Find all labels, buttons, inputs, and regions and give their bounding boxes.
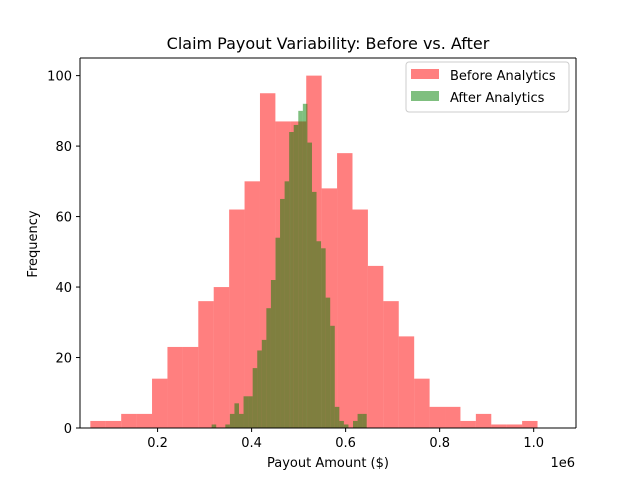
histogram-bar-after (353, 420, 358, 428)
histogram-bar-before (383, 301, 399, 428)
histogram-bar-before (398, 336, 415, 428)
histogram-bar-after (325, 297, 331, 428)
histogram-bar-after (266, 308, 271, 428)
histogram-bar-after (225, 424, 230, 428)
histogram-bar-after (275, 237, 281, 428)
histogram-bar-after (339, 420, 344, 428)
y-tick-label: 40 (55, 281, 72, 296)
x-tick-label: 0.8 (429, 436, 450, 451)
histogram-bar-after (239, 413, 244, 428)
histogram-bar-after (307, 142, 312, 428)
histogram-bar-after (302, 103, 308, 428)
histogram-bar-before (506, 424, 523, 428)
histogram-bar-before (213, 287, 230, 428)
histogram-bar-after (293, 124, 299, 428)
legend-frame (405, 61, 570, 113)
histogram-bar-after (257, 350, 262, 428)
histogram-bar-after (243, 396, 249, 428)
histogram-bar-before (121, 413, 137, 428)
y-tick-label: 80 (55, 140, 72, 155)
histogram-bar-before (182, 346, 199, 428)
x-tick-label: 0.2 (147, 436, 168, 451)
after-analytics-bars (211, 103, 367, 429)
histogram-bar-before (491, 424, 507, 428)
y-tick-label: 60 (55, 211, 72, 226)
histogram-bar-before (445, 406, 461, 428)
y-axis-label: Frequency (26, 210, 41, 277)
chart-title: Claim Payout Variability: Before vs. Aft… (167, 34, 490, 53)
histogram-bar-before (90, 420, 106, 428)
legend-label-before: Before Analytics (450, 69, 556, 84)
histogram-bar-after (311, 191, 317, 428)
x-axis-ticks: 0.2 0.4 0.6 0.8 1.0 (147, 428, 544, 451)
histogram-bar-before (429, 406, 446, 428)
y-tick-label: 20 (55, 352, 72, 367)
histogram-bar-before (367, 265, 384, 428)
x-tick-label: 0.4 (241, 436, 262, 451)
histogram-bar-before (229, 209, 245, 428)
histogram-bar-after (261, 339, 267, 428)
histogram-bar-before (198, 301, 214, 428)
histogram-bar-after (211, 424, 217, 428)
y-tick-label: 0 (64, 422, 72, 437)
histogram-bar-after (248, 396, 253, 428)
histogram-bar-after (330, 325, 335, 428)
histogram-bar-before (167, 346, 183, 428)
histogram-bar-after (284, 181, 290, 428)
x-axis-label: Payout Amount ($) (267, 456, 389, 471)
histogram-bar-before (460, 420, 476, 428)
legend: Before Analytics After Analytics (405, 61, 570, 113)
x-tick-label: 0.6 (335, 436, 356, 451)
histogram-bar-after (280, 198, 285, 428)
legend-swatch-before (411, 69, 439, 79)
y-axis-ticks: 0 20 40 60 80 100 (47, 70, 80, 437)
x-axis-offset-label: 1e6 (550, 456, 575, 471)
histogram-bar-before (152, 378, 168, 428)
legend-label-after: After Analytics (450, 91, 545, 106)
histogram-bar-after (289, 132, 294, 428)
histogram-bar-before (337, 153, 353, 428)
histogram-bar-after (316, 241, 322, 428)
histogram-bar-after (234, 403, 239, 428)
axes (79, 57, 577, 429)
legend-swatch-after (411, 91, 439, 101)
histogram-bar-after (252, 368, 258, 428)
histogram-bar-after (334, 406, 340, 428)
histogram-bar-after (343, 424, 349, 428)
histogram-bar-after (229, 413, 235, 428)
histogram-bar-after (362, 413, 367, 428)
histogram-bar-before (244, 181, 260, 428)
histogram-bar-before (475, 413, 492, 428)
histogram-bar-after (357, 413, 363, 428)
histogram-bar-after (298, 110, 303, 429)
x-tick-label: 1.0 (523, 436, 544, 451)
histogram-bar-after (321, 248, 326, 428)
histogram-bar-before (414, 378, 430, 428)
histogram-bar-after (270, 280, 276, 428)
y-tick-label: 100 (47, 70, 72, 85)
histogram-bar-before (136, 413, 153, 428)
histogram-bar-before (105, 420, 122, 428)
histogram-bar-before (522, 420, 538, 428)
histogram-bar-before (352, 209, 368, 428)
